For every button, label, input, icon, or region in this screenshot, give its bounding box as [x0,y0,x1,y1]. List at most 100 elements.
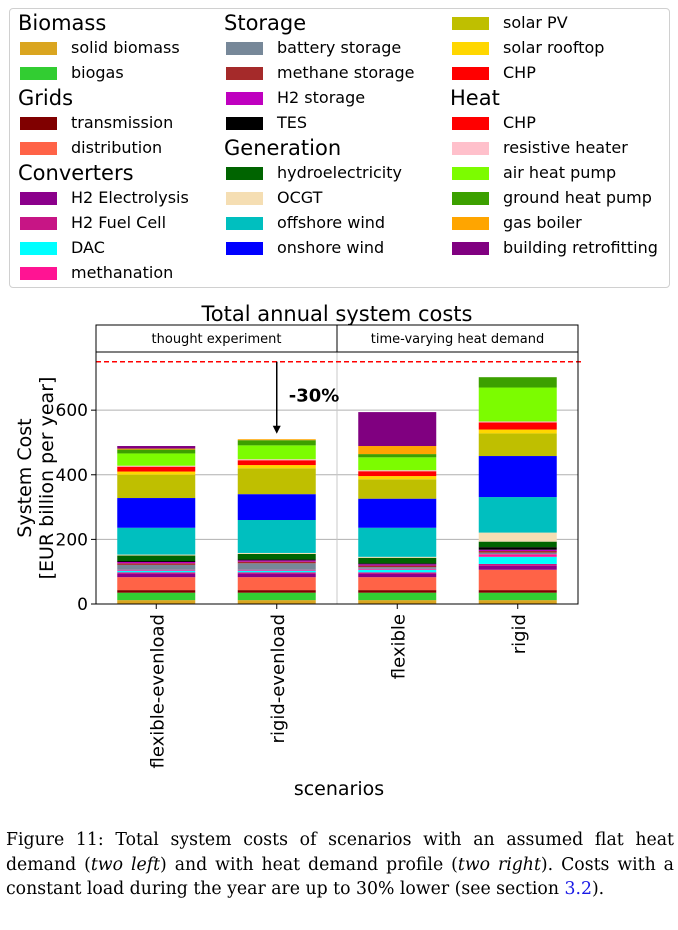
legend-swatch [226,91,263,105]
legend-swatch [226,216,263,230]
legend-label: ground heat pump [503,188,652,207]
legend-group-heading: Biomass [18,11,107,35]
bar-segment-chp-electricity- [478,422,557,430]
legend-swatch [452,66,489,80]
legend-swatch [226,66,263,80]
legend-entry: H2 storage [226,87,365,109]
bar-segment-methane-storage [117,563,196,565]
legend-label: biogas [71,63,124,82]
bar-segment-air-heat-pump [478,387,557,422]
legend-label: distribution [71,138,163,157]
legend-entry: distribution [20,137,162,159]
bar-segment-hydroelectricity [237,553,316,560]
group-header-box [95,324,338,353]
group-header-box [336,324,579,353]
bar-segment-transmission [117,590,196,593]
legend-swatch [226,166,263,180]
bar-segment-h2-electrolysis [478,565,557,570]
legend-label: H2 Electrolysis [71,188,189,207]
legend-swatch [226,41,263,55]
legend-entry: solar PV [452,12,568,34]
y-axis-label: [EUR billion per year] [36,377,58,580]
figure-caption: Figure 11: Total system costs of scenari… [6,828,674,902]
legend-swatch [452,41,489,55]
bar-segment-solid-biomass [358,600,437,604]
legend-entry: hydroelectricity [226,162,402,184]
bar-segment-solar-pv [478,433,557,457]
bar-segment-resistive-heater [478,421,557,423]
bar-segment-distribution [237,577,316,591]
bar-segment-transmission [237,590,316,593]
bar-segment-h2-electrolysis [117,573,196,578]
legend-entry: onshore wind [226,237,384,259]
bar-segment-dac [358,569,437,573]
bar-segment-h2-fuel-cell [237,572,316,574]
bar-segment-battery-storage [117,564,196,570]
bar-segment-onshore-wind [237,494,316,520]
legend-entry: air heat pump [452,162,616,184]
bar-segment-biogas [478,592,557,601]
legend-label: TES [277,113,308,132]
bar-segment-dac [117,570,196,573]
legend-group-heading: Grids [18,86,74,110]
bar-segment-ground-heat-pump [478,377,557,388]
legend-swatch [20,241,57,255]
bar-segment-ocgt [237,552,316,554]
legend-label: hydroelectricity [277,163,402,182]
legend-swatch [20,266,57,280]
legend-swatch [452,141,489,155]
bar-segment-h2-fuel-cell [117,572,196,574]
caption-text-3: ). Costs with a constant load during the… [6,854,674,900]
legend-swatch [20,216,57,230]
x-axis-label: scenarios [294,778,384,800]
bar-segment-methanation [358,568,437,570]
y-tick-label: 0 [77,595,88,615]
legend-group-heading: Storage [224,11,307,35]
bar-segment-building-retrofitting [358,412,437,447]
legend-entry: resistive heater [452,137,628,159]
bar-segment-transmission [358,590,437,593]
legend-entry: battery storage [226,37,401,59]
bar-chart: -30% thought experiment time-varying heat … [14,302,584,800]
legend-label: H2 storage [277,88,366,107]
bar-segment-chp-electricity- [358,471,437,477]
bar-segment-gas-boiler [358,446,437,455]
bar-segment-solid-biomass [237,600,316,604]
legend-label: resistive heater [503,138,628,157]
bar-segment-solar-rooftop [358,476,437,480]
group-header-label: time-varying heat demand [371,332,544,347]
bar-segment-transmission [478,590,557,593]
legend-label: battery storage [277,38,402,57]
y-axis-label: System Cost [14,418,36,537]
bar-segment-dac [478,556,557,564]
legend-entry: ground heat pump [452,187,652,209]
bar-segment-air-heat-pump [117,453,196,466]
bar-segment-hydroelectricity [358,557,437,564]
section-reference-link[interactable]: 3.2 [564,879,592,899]
bar-segment-gas-boiler [237,439,316,441]
bar-segment-methane-storage [478,551,557,553]
bar-segment-biogas [237,592,316,601]
legend-label: transmission [71,113,174,132]
legend-label: gas boiler [503,213,582,232]
bar-segment-ground-heat-pump [117,449,196,454]
legend-swatch [20,116,57,130]
bar-segment-gas-boiler [117,448,196,450]
bar-segment-solar-rooftop [117,471,196,475]
legend-entry: offshore wind [226,212,385,234]
bar-segment-air-heat-pump [358,457,437,471]
legend-label: H2 Fuel Cell [71,213,167,232]
legend-label: CHP [503,113,536,132]
bar-segment-offshore-wind [237,520,316,553]
legend-swatch [452,216,489,230]
legend-swatch [226,241,263,255]
bar-segment-solar-rooftop [478,429,557,434]
bar-segment-battery-storage [237,563,316,570]
legend-label: methane storage [277,63,415,82]
chart-legend: Biomass solid biomass biogas Grids transmiss… [9,8,670,288]
legend-swatch [226,191,263,205]
legend-label: solar PV [503,13,568,32]
bar-segment-hydroelectricity [117,555,196,562]
bar-segment-offshore-wind [117,527,196,555]
y-tick-label: 400 [56,466,88,486]
